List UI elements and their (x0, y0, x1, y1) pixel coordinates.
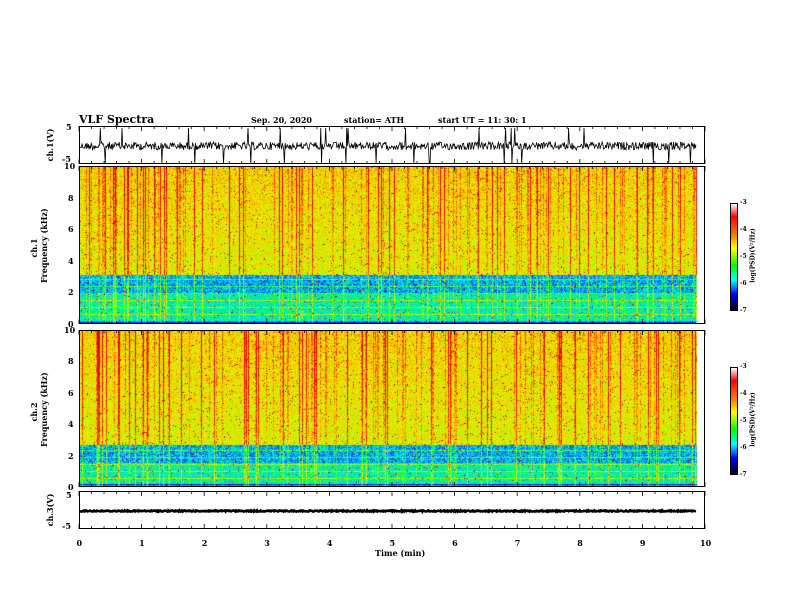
ch2-colorbar-tick: -5 (740, 417, 747, 424)
ch2-ytick-label: 8 (68, 356, 74, 367)
x-tick-label: 8 (577, 538, 583, 548)
ch1-ytick-label: 8 (68, 192, 74, 203)
ch3-ytick-bottom: -5 (62, 521, 71, 531)
ch1-colorbar-tick: -7 (740, 307, 747, 314)
ch2-spectrogram-panel (79, 330, 705, 487)
ch1-ytick-label: 10 (64, 161, 76, 171)
ch1-spectrogram-panel (79, 166, 705, 324)
ch2-colorbar-tick: -4 (740, 390, 747, 397)
ch1-ytick-label: 6 (68, 224, 74, 235)
ch1-colorbar-tick: -5 (740, 253, 747, 260)
ch1-colorbar (730, 203, 738, 311)
ch1-colorbar-tick: -3 (740, 199, 747, 206)
x-tick-label: 6 (452, 538, 458, 548)
ch2-ytick-label: 0 (68, 482, 74, 492)
figure-title: VLF Spectra (79, 113, 155, 126)
ch1-colorbar-tick: -6 (740, 280, 747, 287)
ch2-ytick-label: 6 (68, 387, 74, 398)
x-tick-label: 10 (700, 538, 712, 548)
ch2-ytick-label: 2 (68, 450, 74, 461)
x-tick-label: 1 (139, 538, 145, 548)
ch1-ytick-label: 0 (68, 319, 74, 329)
ch2-ytick-label: 4 (68, 419, 74, 430)
ch2-colorbar-tick: -6 (740, 444, 747, 451)
ch1-spectrogram-heatmap (80, 167, 704, 323)
ch1-ytick-top: 5 (66, 122, 72, 132)
date-label: Sep. 20, 2020 (251, 115, 312, 125)
x-tick-label: 2 (201, 538, 208, 548)
x-tick-label: 4 (326, 538, 333, 548)
ch1-ytick-bottom: -5 (62, 154, 71, 164)
ch2-spectrogram-heatmap (80, 331, 704, 486)
x-axis-label: Time (min) (375, 548, 426, 558)
wave1-trace (80, 127, 697, 163)
ch1-ytick-label: 4 (68, 255, 74, 266)
ch3-waveform-plot (80, 507, 697, 515)
x-tick-label: 7 (514, 538, 521, 548)
station-label: station= ATH (344, 115, 405, 125)
start-time-label: start UT = 11: 30: 1 (438, 115, 527, 125)
ch2-colorbar-tick: -3 (740, 363, 747, 370)
ch2-colorbar (730, 367, 738, 475)
ch1-waveform-plot (80, 127, 697, 163)
x-tick-label: 0 (76, 538, 83, 548)
ch3-ytick-top: 5 (66, 490, 72, 500)
wave3-trace (80, 507, 697, 515)
ch2-ytick-label: 10 (64, 325, 76, 335)
x-tick-label: 9 (639, 538, 646, 548)
ch2-colorbar-tick: -7 (740, 471, 747, 478)
x-tick-label: 5 (389, 538, 396, 548)
ch1-ytick-label: 2 (68, 287, 74, 298)
x-tick-label: 3 (264, 538, 270, 548)
ch1-colorbar-tick: -4 (740, 226, 747, 233)
